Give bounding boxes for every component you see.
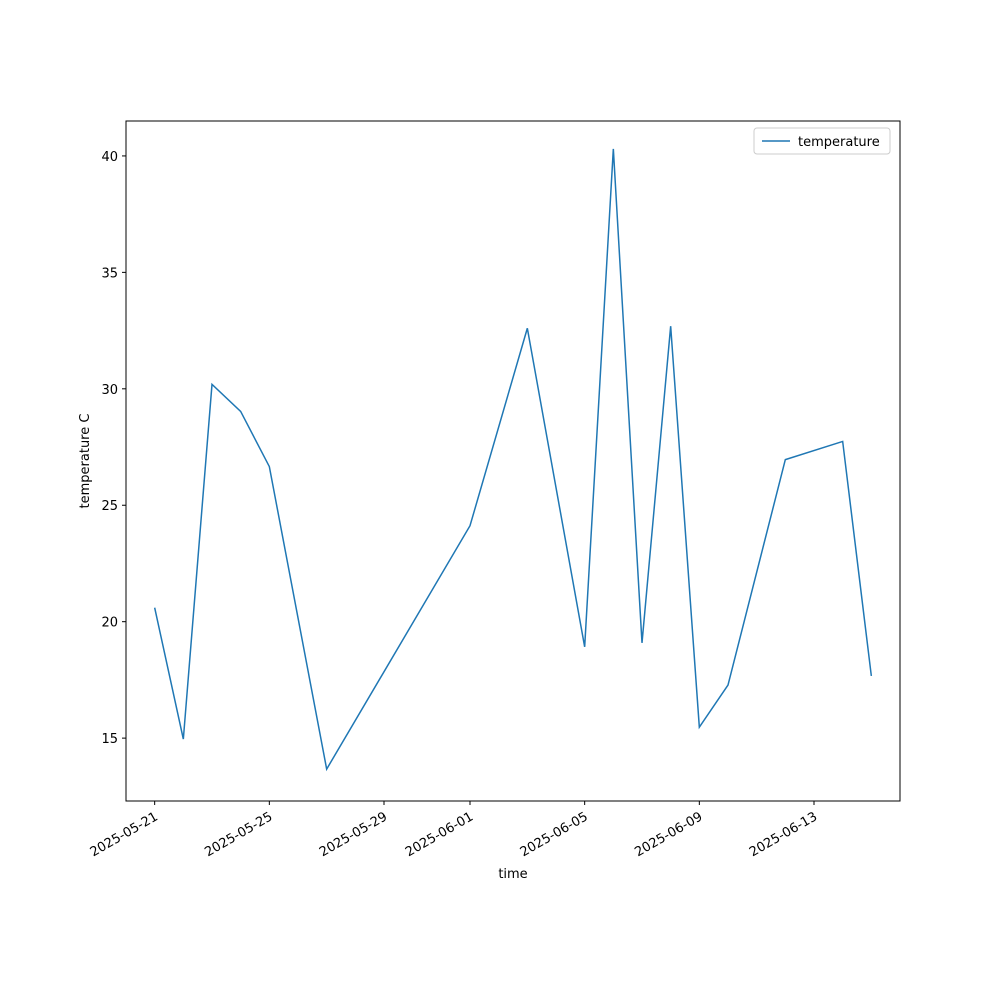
plot-frame — [125, 120, 901, 802]
y-tick-label: 25 — [101, 499, 118, 514]
y-tick-label: 15 — [101, 732, 118, 747]
x-tick-label: 2025-06-13 — [747, 809, 820, 860]
x-tick-label: 2025-05-25 — [202, 809, 275, 860]
x-tick-label: 2025-05-21 — [88, 809, 161, 860]
x-tick-label: 2025-06-09 — [632, 809, 705, 860]
line — [153, 148, 873, 772]
x-axis-label: time — [498, 867, 527, 882]
y-tick-label: 20 — [101, 616, 118, 631]
y-axis-label: temperature C — [78, 414, 93, 509]
x-tick-label: 2025-06-01 — [403, 809, 476, 860]
y-tick-label: 40 — [101, 150, 118, 165]
x-tick-label: 2025-05-29 — [317, 809, 390, 860]
legend-label: temperature — [798, 135, 880, 150]
x-tick-label: 2025-06-05 — [518, 809, 591, 860]
legend-box — [753, 127, 891, 155]
y-tick-label: 30 — [101, 383, 118, 398]
y-tick-label: 35 — [101, 266, 118, 281]
